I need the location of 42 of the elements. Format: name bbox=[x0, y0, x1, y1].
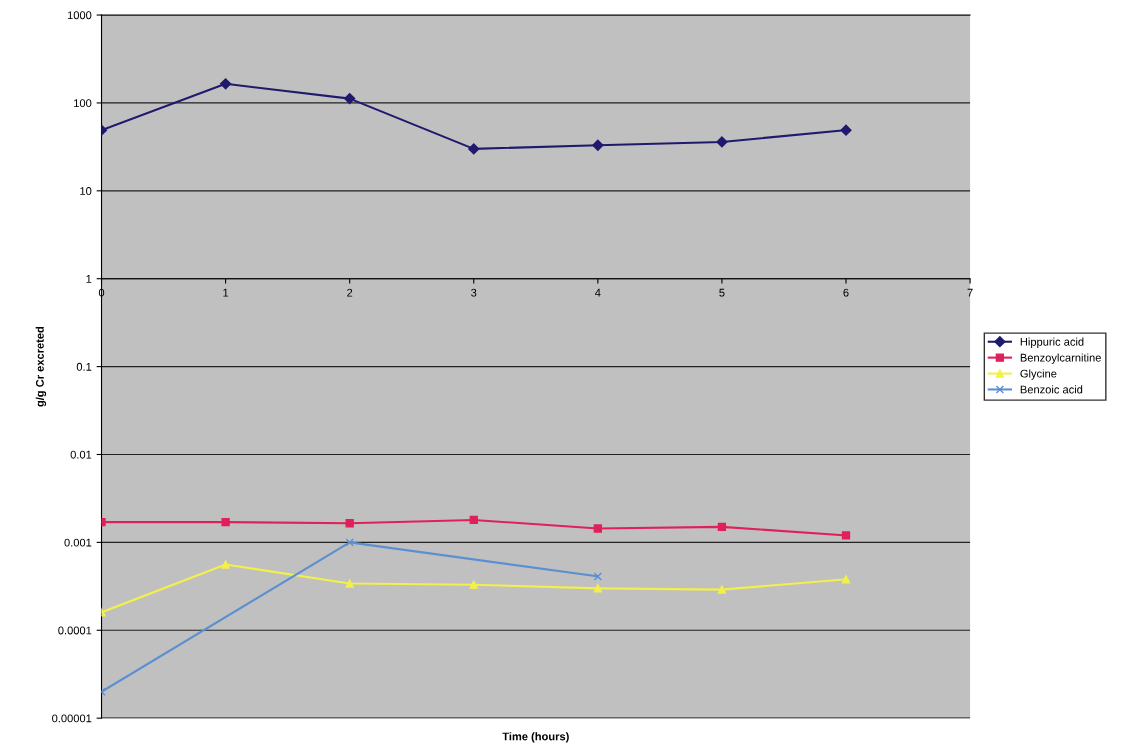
y-tick-label: 0.001 bbox=[64, 538, 92, 547]
point bbox=[840, 124, 852, 136]
point bbox=[469, 515, 478, 525]
point bbox=[221, 517, 230, 527]
point bbox=[717, 522, 727, 532]
x-tick-label: 1 bbox=[223, 288, 229, 297]
legend-label: Benzoic acid bbox=[1020, 385, 1083, 394]
point bbox=[592, 139, 604, 151]
y-tick-label: 1000 bbox=[67, 11, 92, 20]
y-axis-title: g/g Cr excreted bbox=[35, 326, 47, 407]
y-tick-label: 0.00001 bbox=[52, 714, 92, 723]
point bbox=[841, 575, 851, 584]
legend-label: Hippuric acid bbox=[1020, 337, 1084, 348]
point bbox=[717, 585, 727, 594]
point bbox=[219, 78, 232, 90]
point bbox=[593, 584, 603, 593]
point bbox=[345, 519, 354, 528]
point bbox=[344, 92, 356, 105]
x-tick-label: 3 bbox=[471, 288, 477, 297]
point bbox=[469, 580, 478, 589]
point bbox=[221, 560, 230, 569]
point bbox=[593, 524, 603, 533]
point bbox=[841, 531, 851, 540]
x-tick-label: 6 bbox=[843, 288, 849, 297]
y-tick-label: 0.0001 bbox=[58, 626, 92, 635]
legend-label: Benzoylcarnitine bbox=[1020, 353, 1101, 364]
point bbox=[593, 572, 603, 581]
point bbox=[468, 143, 480, 155]
y-tick-label: 0.01 bbox=[70, 450, 92, 459]
y-tick-label: 10 bbox=[80, 187, 92, 195]
x-tick-label: 2 bbox=[347, 288, 353, 297]
legend-label: Glycine bbox=[1020, 369, 1057, 380]
y-tick-label: 0.1 bbox=[76, 362, 92, 371]
x-tick-label: 5 bbox=[719, 288, 725, 297]
y-tick-label: 1 bbox=[86, 275, 92, 283]
x-tick-label: 4 bbox=[595, 288, 601, 297]
x-tick-label: 7 bbox=[967, 288, 973, 297]
x-axis-title: Time (hours) bbox=[502, 732, 569, 743]
point bbox=[345, 579, 354, 588]
y-tick-label: 100 bbox=[74, 99, 92, 108]
point bbox=[716, 136, 728, 148]
point bbox=[345, 538, 354, 547]
